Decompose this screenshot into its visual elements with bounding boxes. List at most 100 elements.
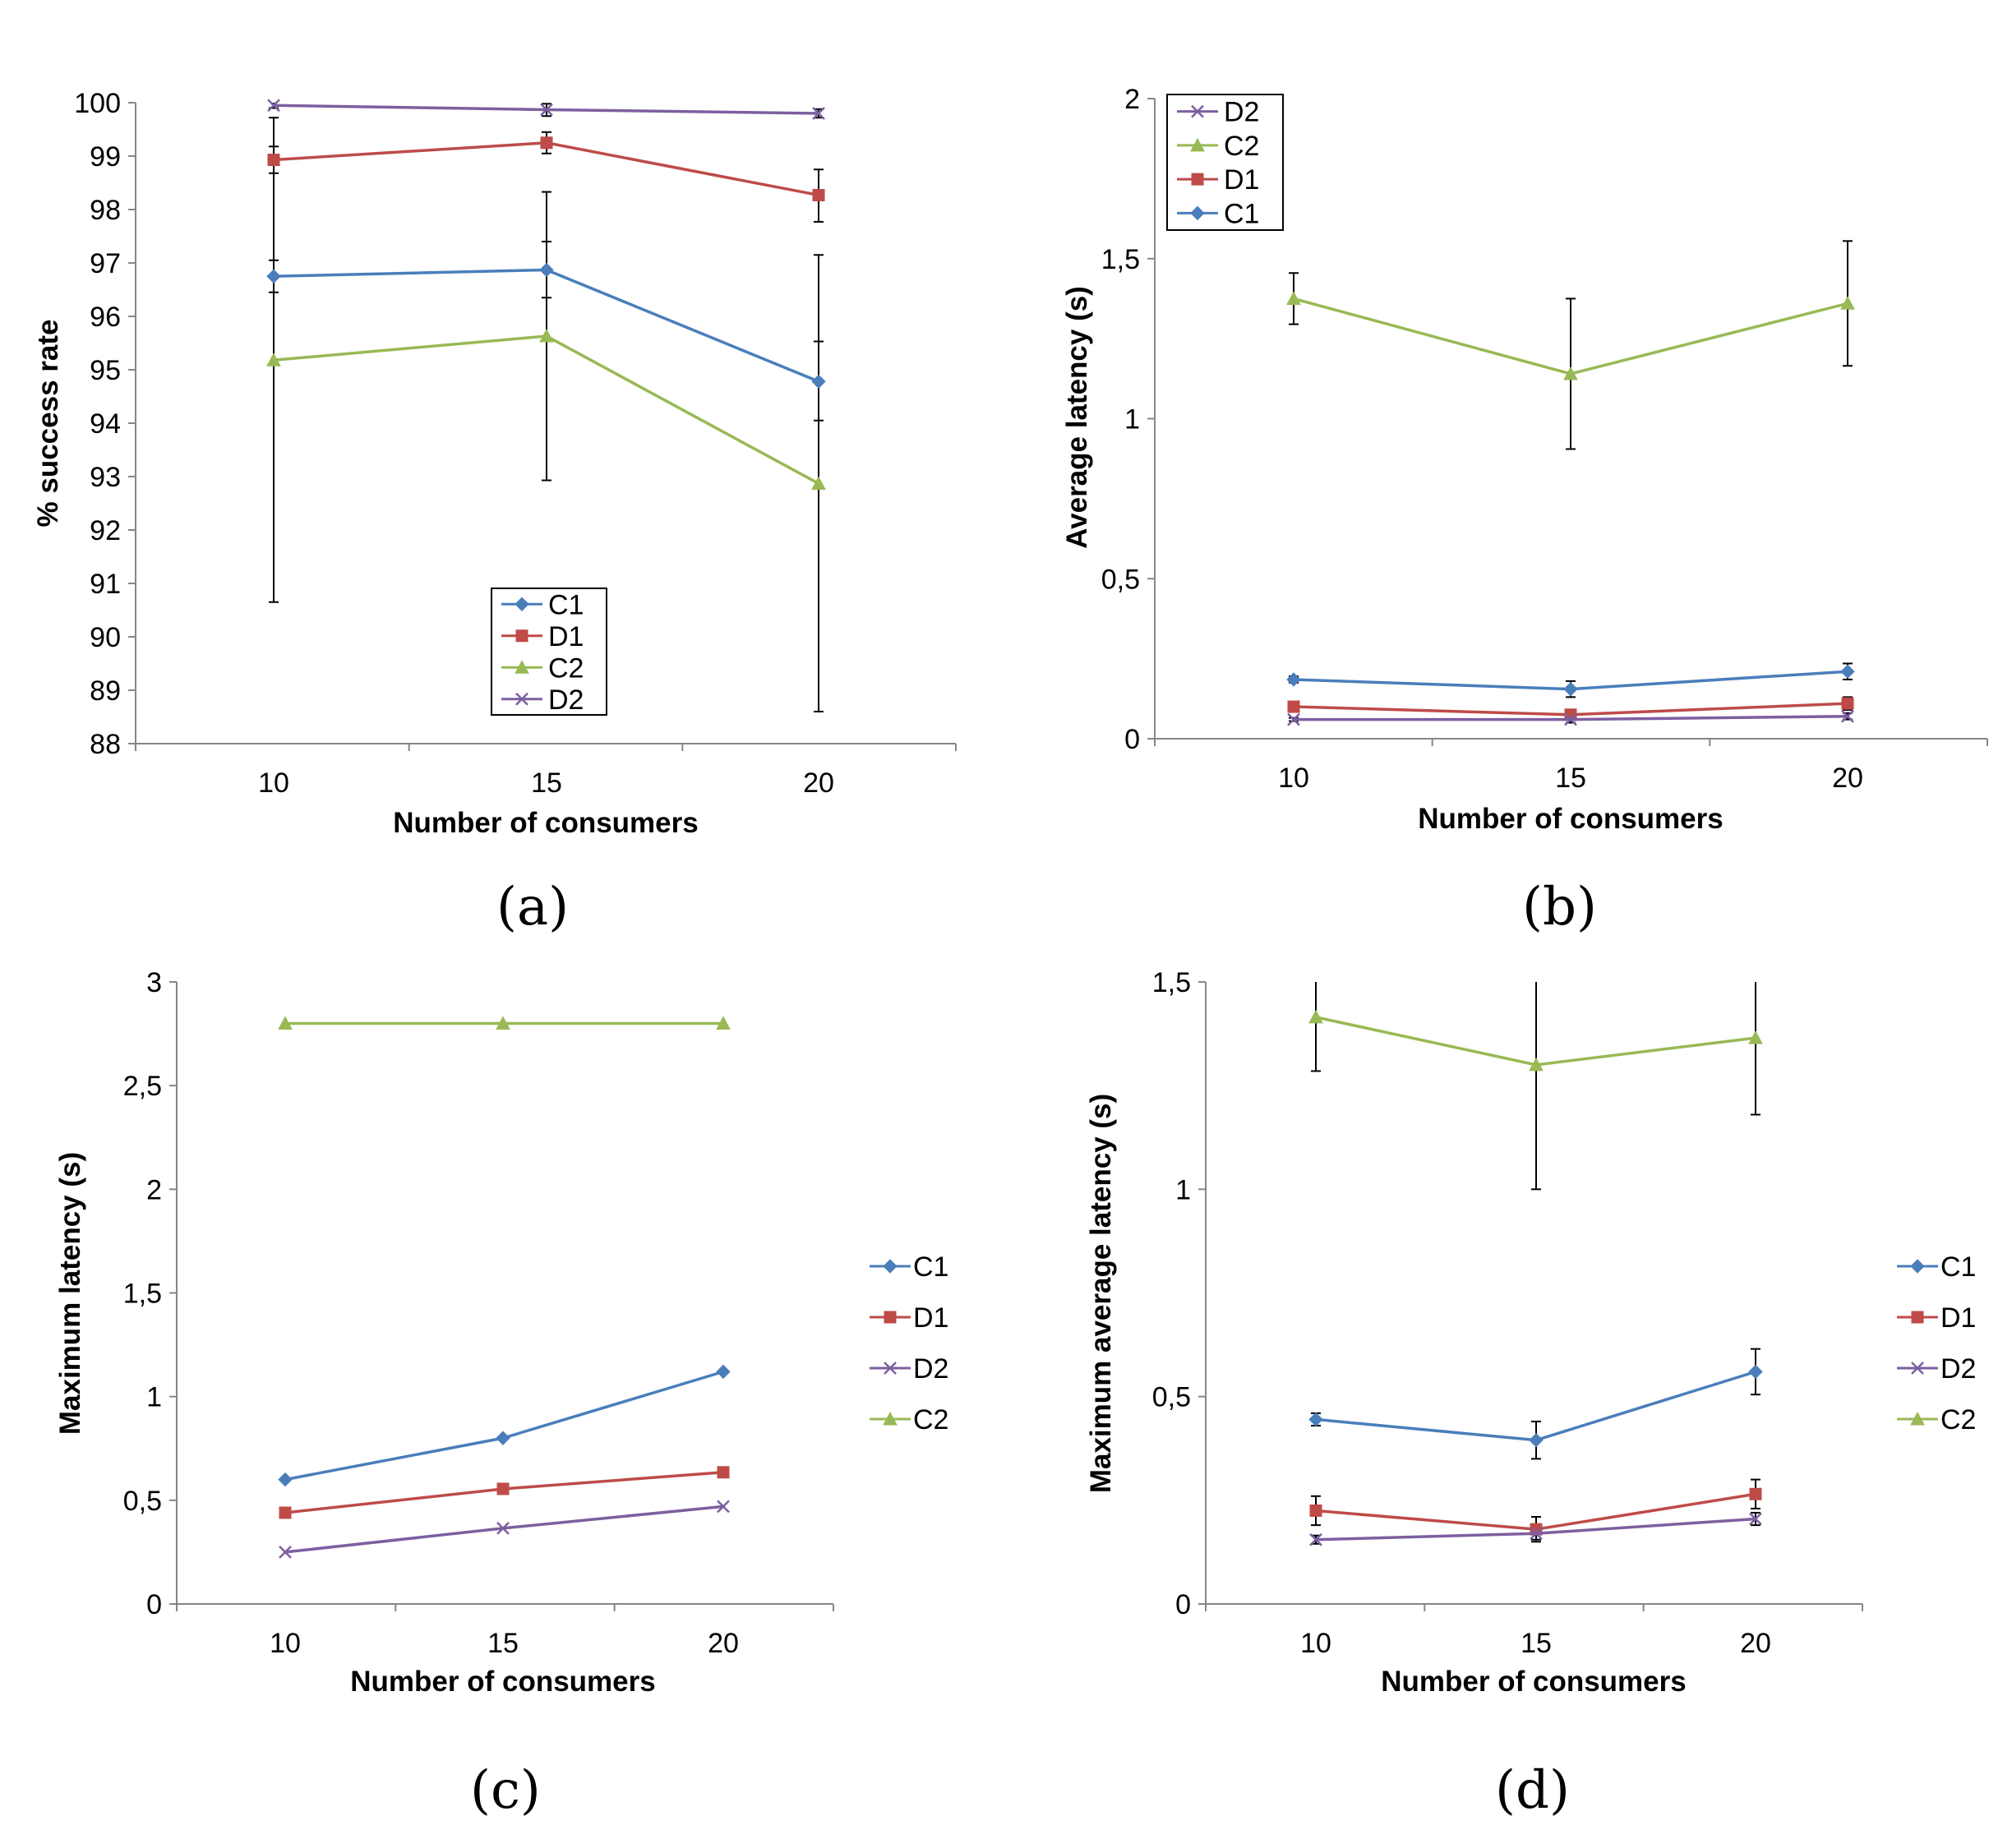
data-point-d1 — [267, 154, 280, 167]
y-tick-label: 96 — [90, 302, 121, 333]
legend-swatch-c1-marker — [515, 597, 529, 611]
data-point-c2 — [278, 1016, 293, 1030]
legend-label-d1: D1 — [1940, 1302, 1976, 1334]
data-point-c1 — [1840, 664, 1855, 679]
y-tick-label: 0 — [146, 1589, 162, 1620]
y-axis-title: Maximum average latency (s) — [1085, 1094, 1117, 1493]
y-axis-title: % success rate — [32, 320, 64, 528]
data-point-d1 — [1841, 697, 1854, 710]
chart-d: 0 0,5 1 1,5 10 15 20 Number of consumers Maximum… — [1085, 967, 1976, 1821]
data-point-d1 — [812, 188, 825, 201]
legend-swatch-c1-marker — [1190, 205, 1205, 221]
x-tick-label: 10 — [258, 767, 289, 799]
legend-label-c1: C1 — [548, 589, 584, 620]
data-point-d2 — [1530, 1527, 1543, 1541]
error-bar-c2 — [1311, 982, 1321, 1072]
y-tick-label: 100 — [74, 88, 121, 119]
chart-b: 0 0,5 1 1,5 2 10 15 20 Number of consumers Averag… — [1061, 84, 1988, 938]
data-point-d2 — [1287, 712, 1300, 726]
y-tick-label: 2,5 — [123, 1071, 162, 1102]
legend-frame — [1166, 94, 1284, 231]
data-point-c2 — [1308, 1009, 1323, 1024]
data-point-d2 — [717, 1500, 730, 1514]
y-tick-label: 89 — [90, 675, 121, 707]
data-point-d2 — [1564, 712, 1577, 726]
legend-swatch-d1-marker — [884, 1311, 897, 1324]
data-point-c1 — [266, 269, 281, 283]
data-point-c2 — [716, 1016, 731, 1030]
legend-swatch-c2-marker — [1910, 1411, 1925, 1426]
data-point-c1 — [1308, 1412, 1323, 1427]
y-tick-label: 1 — [146, 1382, 162, 1413]
legend-frame — [491, 588, 607, 716]
x-tick-label: 20 — [708, 1628, 739, 1659]
data-point-d1 — [1309, 1504, 1322, 1517]
data-point-c1 — [1286, 672, 1301, 687]
data-point-c2 — [811, 476, 826, 490]
y-tick-label: 0,5 — [123, 1486, 162, 1517]
y-tick-label: 92 — [90, 515, 121, 546]
legend-swatch-d1-marker — [1911, 1311, 1924, 1324]
legend-label-d1: D1 — [1224, 164, 1259, 196]
data-point-c1 — [1529, 1432, 1544, 1448]
x-tick-label: 20 — [1740, 1628, 1771, 1659]
y-tick-label: 0,5 — [1152, 1382, 1191, 1413]
x-tick-label: 20 — [803, 767, 834, 799]
legend-label-d2: D2 — [1224, 97, 1259, 128]
legend-swatch-c1-marker — [1910, 1259, 1925, 1274]
legend-swatch-c2-marker — [515, 660, 529, 674]
x-axis-title: Number of consumers — [393, 807, 698, 839]
y-tick-label: 0 — [1175, 1589, 1191, 1620]
data-point-d2 — [267, 99, 280, 113]
y-tick-label: 1,5 — [1101, 244, 1140, 275]
legend-swatch-d2-marker — [884, 1362, 897, 1375]
legend-swatch-d1-marker — [1191, 173, 1204, 186]
series-line-c1 — [284, 1370, 724, 1482]
y-tick-label: 2 — [1124, 84, 1140, 115]
y-tick-label: 99 — [90, 141, 121, 173]
data-point-d2 — [279, 1546, 292, 1559]
legend-label-c1: C1 — [913, 1251, 948, 1283]
y-tick-label: 1,5 — [1152, 967, 1191, 998]
legend-label-c2: C2 — [1224, 131, 1259, 162]
data-point-c2 — [1563, 366, 1578, 380]
legend-label-c1: C1 — [1224, 198, 1259, 229]
data-point-c2 — [1286, 291, 1301, 305]
y-tick-label: 90 — [90, 622, 121, 653]
y-tick-label: 0 — [1124, 724, 1140, 755]
data-point-c2 — [1529, 1057, 1544, 1071]
data-point-c1 — [278, 1472, 293, 1487]
x-axis-title: Number of consumers — [1381, 1666, 1686, 1698]
y-tick-label: 91 — [90, 569, 121, 600]
data-point-c2 — [539, 328, 554, 343]
y-axis-title: Average latency (s) — [1061, 286, 1093, 549]
legend-label-c2: C2 — [913, 1404, 948, 1436]
legend-label-d1: D1 — [548, 621, 584, 652]
x-tick-label: 10 — [1300, 1628, 1331, 1659]
y-tick-label: 1 — [1175, 1174, 1191, 1205]
x-tick-label: 15 — [1521, 1628, 1552, 1659]
y-tick-label: 1 — [1124, 404, 1140, 436]
data-point-c1 — [539, 262, 554, 278]
y-tick-label: 98 — [90, 195, 121, 226]
x-tick-label: 15 — [531, 767, 562, 799]
data-point-c1 — [1563, 681, 1578, 697]
data-point-c2 — [496, 1016, 510, 1030]
legend-swatch-d1-marker — [515, 629, 528, 643]
error-bar-c2 — [1751, 982, 1760, 1116]
y-tick-label: 0,5 — [1101, 564, 1140, 595]
legend-label-d2: D2 — [1940, 1353, 1976, 1385]
data-point-d2 — [540, 103, 553, 117]
legend-swatch-d2-marker — [1191, 104, 1204, 118]
data-point-c1 — [496, 1431, 510, 1445]
y-tick-label: 97 — [90, 248, 121, 279]
x-tick-label: 20 — [1832, 763, 1863, 794]
legend: C1 D1 D2 C2 — [1897, 1251, 1976, 1436]
legend: C1 D1 D2 C2 — [870, 1251, 948, 1436]
legend-swatch-d2-marker — [1911, 1362, 1924, 1375]
data-point-d1 — [540, 136, 553, 150]
data-point-d2 — [1749, 1512, 1762, 1526]
legend-swatch-c2-marker — [883, 1411, 898, 1426]
